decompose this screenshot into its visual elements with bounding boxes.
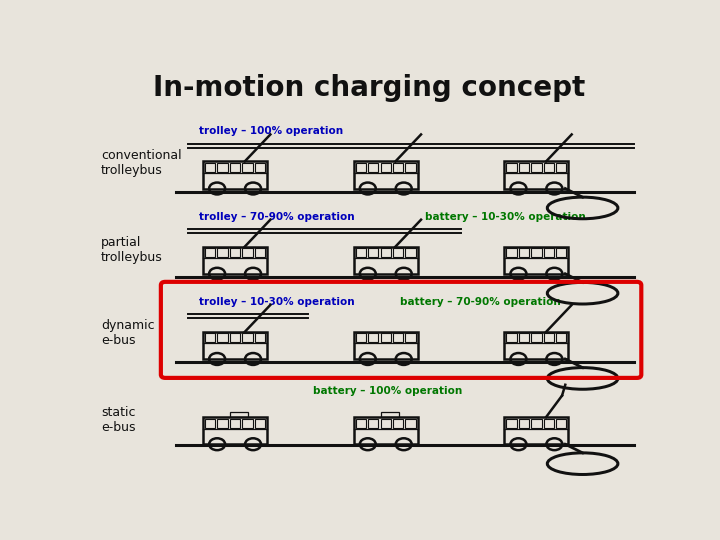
Bar [381, 333, 391, 342]
Bar [230, 333, 240, 342]
Bar [504, 332, 569, 359]
Bar [506, 333, 517, 342]
Text: trolley – 70-90% operation: trolley – 70-90% operation [199, 212, 354, 221]
Text: partial
trolleybus: partial trolleybus [101, 236, 163, 264]
Bar [356, 418, 366, 428]
Bar [506, 163, 517, 172]
Bar [243, 163, 253, 172]
Bar [504, 161, 569, 188]
Bar [205, 163, 215, 172]
Bar [556, 418, 567, 428]
Bar [519, 163, 529, 172]
Bar [393, 418, 403, 428]
Text: In-motion charging concept: In-motion charging concept [153, 73, 585, 102]
Bar [544, 333, 554, 342]
Bar [556, 248, 567, 257]
Bar [354, 247, 418, 274]
Bar [368, 418, 379, 428]
Bar [356, 333, 366, 342]
Bar [255, 163, 265, 172]
Bar [405, 418, 415, 428]
Bar [354, 332, 418, 359]
Bar [354, 417, 418, 444]
Bar [203, 247, 267, 274]
Bar [531, 333, 541, 342]
Bar [203, 332, 267, 359]
Bar [393, 333, 403, 342]
Bar [203, 161, 267, 188]
Bar [243, 333, 253, 342]
Bar [531, 418, 541, 428]
Bar [405, 248, 415, 257]
Bar [544, 163, 554, 172]
Bar [354, 161, 418, 188]
Bar [393, 163, 403, 172]
Text: trolley – 10-30% operation: trolley – 10-30% operation [199, 297, 354, 307]
Bar [506, 248, 517, 257]
Text: static
e-bus: static e-bus [101, 406, 135, 434]
Bar [519, 248, 529, 257]
Bar [255, 418, 265, 428]
Bar [368, 333, 379, 342]
Bar [519, 418, 529, 428]
Bar [217, 163, 228, 172]
Bar [519, 333, 529, 342]
Bar [368, 163, 379, 172]
Bar [217, 333, 228, 342]
Bar [556, 163, 567, 172]
Bar [381, 248, 391, 257]
Bar [255, 333, 265, 342]
Text: conventional
trolleybus: conventional trolleybus [101, 148, 181, 177]
Bar [243, 418, 253, 428]
Bar [230, 163, 240, 172]
Text: battery – 10-30% operation: battery – 10-30% operation [425, 212, 585, 221]
Bar [531, 163, 541, 172]
Bar [381, 413, 399, 417]
Text: battery – 100% operation: battery – 100% operation [313, 386, 462, 396]
Bar [255, 248, 265, 257]
Bar [243, 248, 253, 257]
Bar [381, 418, 391, 428]
Bar [230, 413, 248, 417]
Bar [531, 248, 541, 257]
Bar [230, 418, 240, 428]
Text: trolley – 100% operation: trolley – 100% operation [199, 126, 343, 136]
Bar [504, 417, 569, 444]
Bar [544, 248, 554, 257]
Text: dynamic
e-bus: dynamic e-bus [101, 319, 155, 347]
Bar [556, 333, 567, 342]
Bar [504, 247, 569, 274]
Bar [405, 163, 415, 172]
Bar [217, 418, 228, 428]
Bar [356, 163, 366, 172]
Bar [203, 417, 267, 444]
Bar [381, 163, 391, 172]
Bar [405, 333, 415, 342]
Bar [368, 248, 379, 257]
Bar [205, 248, 215, 257]
Bar [393, 248, 403, 257]
Bar [205, 333, 215, 342]
Bar [356, 248, 366, 257]
Bar [205, 418, 215, 428]
Bar [544, 418, 554, 428]
Text: battery – 70-90% operation: battery – 70-90% operation [400, 297, 560, 307]
Bar [217, 248, 228, 257]
Bar [506, 418, 517, 428]
Bar [230, 248, 240, 257]
